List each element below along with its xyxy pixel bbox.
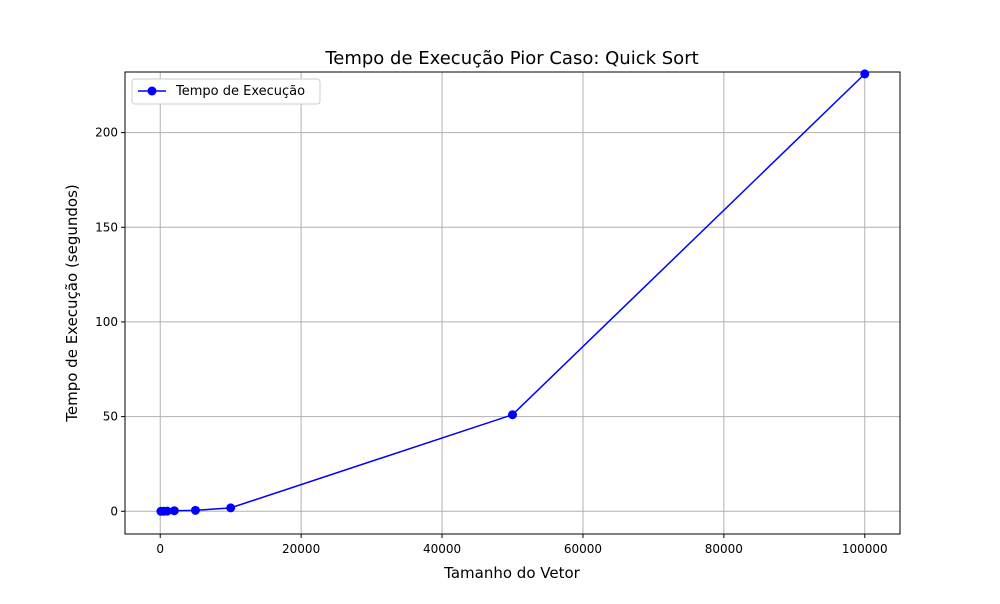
- y-tick-label: 0: [110, 504, 118, 518]
- y-axis: 0 50 100 150 200: [95, 126, 125, 518]
- legend-marker: [147, 86, 157, 96]
- data-point: [508, 410, 517, 420]
- legend-box: [131, 78, 321, 105]
- data-point: [162, 506, 172, 516]
- data-point: [169, 506, 179, 516]
- y-tick-label: 200: [95, 126, 118, 140]
- x-tick-label: 100000: [842, 542, 888, 556]
- data-point: [226, 503, 236, 513]
- series-group: [156, 69, 870, 516]
- y-tick-label: 50: [103, 410, 118, 424]
- y-axis-title: Tempo de Execução (segundos): [63, 184, 81, 423]
- x-tick-label: 60000: [564, 542, 602, 556]
- x-axis: 0 20000 40000 60000 80000 100000: [156, 534, 888, 556]
- data-point: [190, 505, 200, 515]
- x-tick-label: 20000: [282, 542, 320, 556]
- grid-lines: [125, 72, 900, 534]
- x-tick-label: 0: [156, 542, 164, 556]
- x-tick-label: 40000: [423, 542, 461, 556]
- x-tick-label: 80000: [705, 542, 743, 556]
- data-point: [860, 69, 870, 79]
- plot-area: 0 20000 40000 60000 80000 100000 0 50 100 150 200: [95, 69, 901, 556]
- legend: Tempo de Execução: [131, 78, 321, 105]
- chart-title: Tempo de Execução Pior Caso: Quick Sort: [324, 48, 698, 69]
- plot-border: [124, 71, 901, 535]
- y-tick-label: 150: [95, 220, 118, 234]
- y-tick-label: 100: [95, 315, 118, 329]
- x-axis-title: Tamanho do Vetor: [443, 564, 580, 582]
- legend-label: Tempo de Execução: [175, 84, 305, 99]
